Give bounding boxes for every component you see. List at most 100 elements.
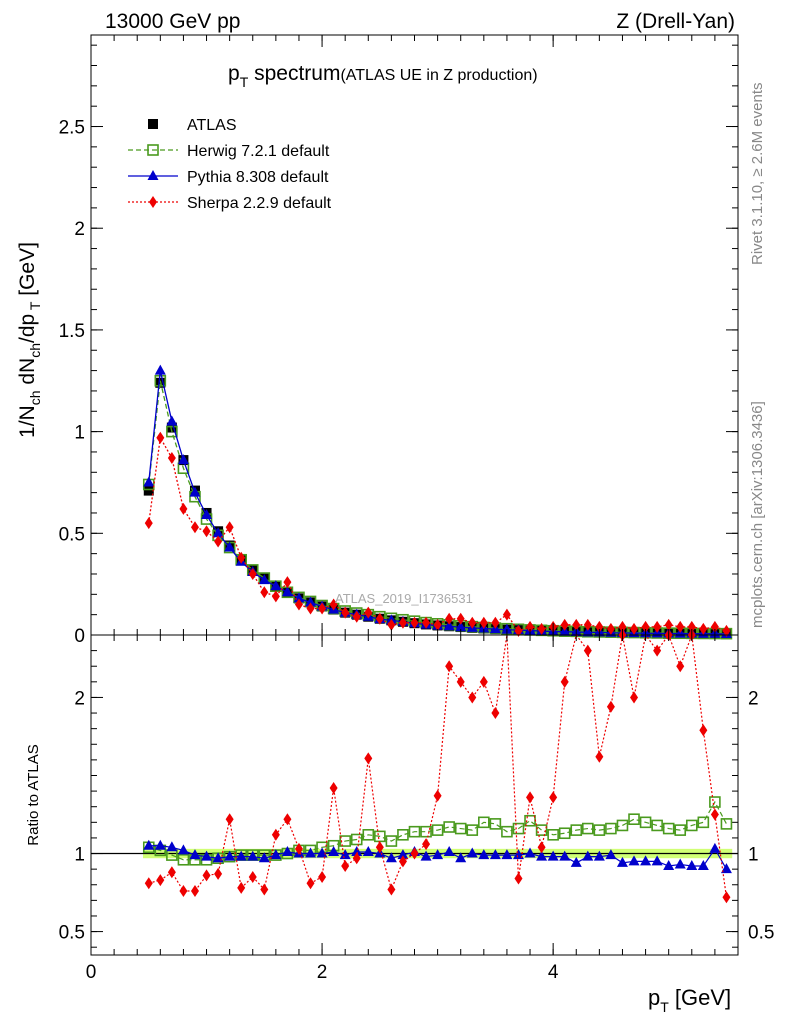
ratio-point [628,855,640,866]
ratio-point [514,872,523,885]
data-point [190,521,199,534]
ratio-point [709,842,721,853]
ratio-y-axis-label: Ratio to ATLAS [25,744,42,845]
data-point [687,620,696,633]
ratio-point [674,858,686,869]
data-point [179,502,188,515]
title-sub: T [240,74,249,90]
main-y-tick-label: 0.5 [59,524,85,545]
ratio-point [397,829,409,841]
ratio-point [709,796,721,808]
ratio-point [339,849,351,860]
ratio-point [364,752,373,765]
data-point [202,525,211,538]
ratio-point [491,707,500,720]
data-point [410,616,419,629]
series-line [148,435,727,632]
plot-title: pT spectrum(ATLAS UE in Z production) [228,62,538,90]
ratio-point [306,877,315,890]
main-series [142,364,733,640]
data-point [260,586,269,599]
data-point [167,452,176,465]
data-point [144,517,153,530]
ratio-point [524,847,536,858]
ratio-point [432,849,444,860]
ratio-point [385,852,397,863]
x-axis-label: pT [GeV] [648,985,731,1015]
ratio-point [616,856,628,867]
ratio-point [422,838,431,851]
data-point [166,415,178,426]
data-point [201,509,213,519]
x-tick-label: 2 [317,962,328,983]
ratio-point [202,869,211,882]
ratio-point [433,789,442,802]
data-point [560,618,569,631]
legend-label: Pythia 8.308 default [187,169,329,186]
ratio-point [294,842,303,855]
ratio-point [190,885,199,897]
ratio-point [605,822,617,835]
ratio-point [237,881,246,894]
data-point [456,612,465,625]
data-point [143,476,155,487]
ratio-point [582,822,594,835]
ratio-point [478,849,490,860]
ratio-y-tick-label-right: 1 [748,845,759,866]
data-point [248,567,257,580]
data-point [154,364,166,375]
data-point [479,616,488,629]
ratio-point [387,883,396,896]
ratio-point [710,808,719,821]
main-panel: 0 0.5 1 1.5 2 2.5 ATLAS_2019_I1736531 pT spec… [16,34,739,647]
ratio-point [651,855,663,866]
data-point [283,576,292,589]
main-y-tick-label: 2 [74,219,85,240]
data-point [177,454,189,465]
data-point [583,618,592,631]
ratio-point [305,847,317,858]
data-point [653,620,662,633]
ratio-point [537,841,546,854]
ratio-point [225,813,234,826]
data-point [445,612,454,625]
ratio-point [616,819,629,832]
ratio-y-tick-label: 2 [74,688,85,709]
main-y-axis-label: 1/Nch dNch/dp T [GeV] [16,242,43,438]
ratio-point [630,691,639,704]
data-point [166,422,177,433]
legend-label: Sherpa 2.2.9 default [187,195,332,212]
ratio-point [247,850,259,861]
ratio-point [466,824,479,836]
data-point [595,620,604,633]
ratio-point [271,828,280,841]
ratio-y-ticks: 0.5 0.5 1 1 2 2 [59,650,774,948]
data-point [271,590,280,603]
ratio-point [628,813,640,825]
ratio-point [468,691,477,704]
ratio-y-tick-label: 0.5 [59,923,85,944]
data-point [443,620,455,631]
ratio-point [455,852,467,863]
data-point [537,622,546,635]
ratio-point [166,841,178,852]
ratio-point [501,849,513,860]
data-point [166,425,178,438]
ratio-point [350,833,363,846]
data-point [306,602,315,615]
ratio-point [558,827,571,840]
data-point [156,431,165,444]
ratio-point [143,839,155,850]
ratio-point [156,874,165,887]
data-point [318,602,327,615]
ratio-point [699,724,708,737]
data-point [491,616,500,629]
ratio-point [316,847,328,858]
legend-marker [148,119,158,129]
ratio-point [651,819,663,832]
ratio-point [201,850,213,861]
ratio-panel-frame [90,634,739,956]
ratio-point [385,835,398,847]
ratio-point [318,870,327,883]
legend-marker [147,170,159,180]
